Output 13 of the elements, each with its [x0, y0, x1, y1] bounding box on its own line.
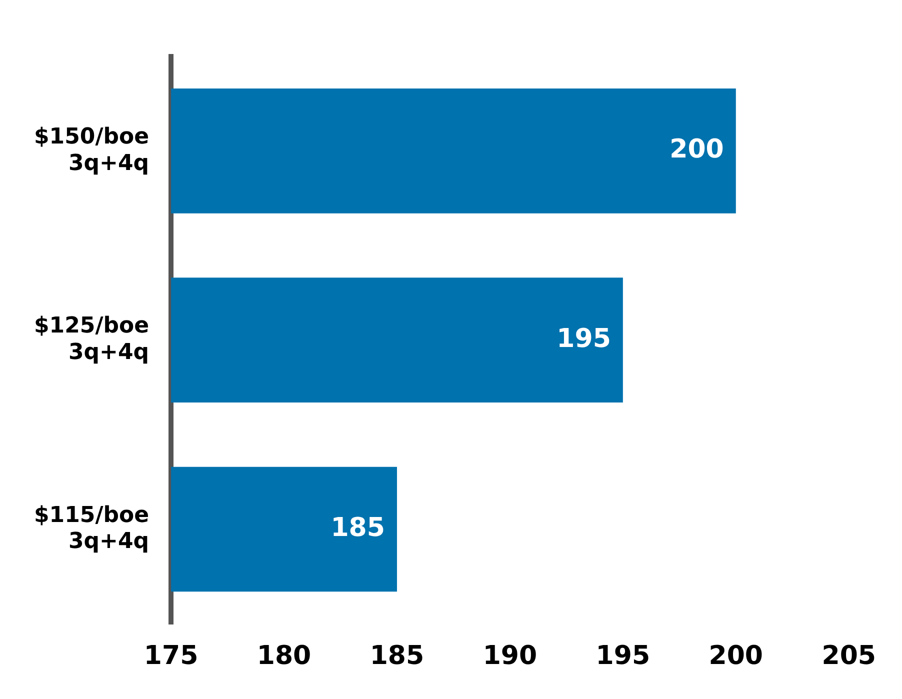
- x-tick-label: 190: [482, 641, 538, 672]
- x-tick-label: 175: [144, 641, 198, 672]
- x-tick-label: 205: [822, 641, 876, 672]
- y-tick-label: $150/boe 3q+4q: [34, 124, 150, 176]
- y-tick-label: $125/boe 3q+4q: [34, 314, 150, 366]
- x-tick-label: 200: [708, 641, 764, 672]
- y-tick-label: $115/boe 3q+4q: [34, 502, 150, 554]
- x-tick-label: 195: [596, 641, 650, 672]
- data-label: 195: [556, 324, 611, 354]
- x-tick-label: 180: [256, 641, 312, 672]
- data-label: 185: [330, 512, 385, 543]
- data-label: 200: [670, 134, 724, 165]
- x-tick-label: 185: [370, 641, 424, 672]
